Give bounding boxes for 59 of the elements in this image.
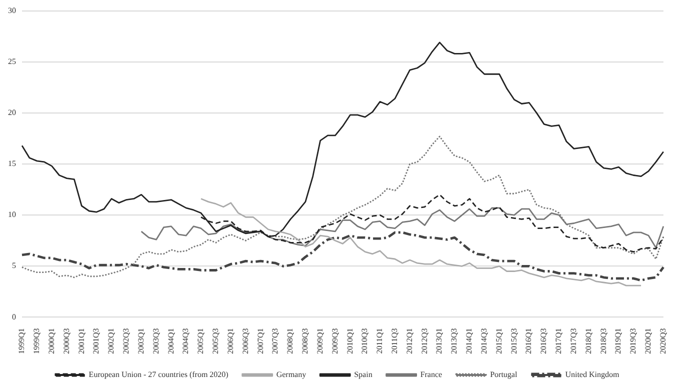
x-tick-label: 2003Q1 <box>136 328 146 354</box>
x-tick-label: 2005Q3 <box>211 328 220 354</box>
y-tick-label: 0 <box>12 312 16 322</box>
x-tick-label: 2004Q1 <box>166 328 176 354</box>
x-tick-label: 2008Q1 <box>286 328 295 354</box>
x-tick-label: 2019Q1 <box>614 328 623 354</box>
x-tick-label: 2013Q3 <box>450 328 459 354</box>
x-tick-label: 2003Q3 <box>151 328 160 354</box>
x-tick-label: 2009Q3 <box>330 328 340 354</box>
line-series <box>20 231 665 282</box>
x-tick-label: 2001Q1 <box>76 328 86 354</box>
y-tick-label: 5 <box>12 261 16 270</box>
x-tick-label: 2013Q1 <box>434 328 444 354</box>
legend-label: Germany <box>276 370 306 380</box>
x-tick-label: 2019Q3 <box>628 328 638 354</box>
legend-label: United Kingdom <box>565 370 620 380</box>
x-tick-label: 2008Q3 <box>300 328 310 354</box>
y-tick-label: 25 <box>8 56 16 66</box>
x-tick-label: 2012Q3 <box>420 328 429 354</box>
legend-label: Spain <box>354 370 372 380</box>
line-series <box>21 136 664 278</box>
x-tick-label: 2006Q3 <box>240 328 250 354</box>
x-tick-label: 2018Q1 <box>584 328 593 354</box>
x-tick-label: 2011Q3 <box>390 328 399 354</box>
x-tick-label: 2000Q3 <box>62 328 71 354</box>
x-tick-label: 2011Q1 <box>375 328 384 354</box>
x-tick-label: 2016Q1 <box>524 328 534 354</box>
x-tick-label: 2004Q3 <box>181 328 190 354</box>
x-tick-label: 2017Q3 <box>568 328 578 354</box>
x-tick-label: 2000Q1 <box>46 328 56 354</box>
x-tick-label: 2002Q1 <box>106 328 116 354</box>
x-tick-label: 2015Q1 <box>494 328 504 354</box>
x-tick-label: 2012Q1 <box>404 328 414 354</box>
legend-label: European Union - 27 countries (from 2020) <box>88 370 229 380</box>
legend-label: Portugal <box>490 370 518 380</box>
x-tick-label: 2010Q1 <box>345 328 354 354</box>
x-tick-label: 2017Q1 <box>554 328 564 354</box>
y-tick-label: 30 <box>8 6 16 15</box>
x-tick-label: 2020Q1 <box>644 328 653 354</box>
x-tick-label: 2009Q1 <box>315 328 324 354</box>
x-tick-label: 2018Q3 <box>598 328 608 354</box>
x-tick-label: 2006Q1 <box>226 328 235 354</box>
y-tick-label: 20 <box>8 108 16 118</box>
x-tick-label: 2014Q3 <box>480 328 488 354</box>
x-tick-label: 2015Q3 <box>509 328 518 354</box>
x-tick-label: 2007Q1 <box>256 328 265 354</box>
x-tick-label: 2001Q3 <box>92 328 101 354</box>
x-tick-label: 1999Q1 <box>17 328 26 354</box>
x-tick-label: 2016Q3 <box>539 328 548 354</box>
x-tick-label: 2020Q3 <box>658 328 668 354</box>
x-tick-label: 2005Q1 <box>196 328 206 354</box>
y-tick-label: 15 <box>8 159 16 168</box>
x-tick-label: 2007Q3 <box>270 328 280 354</box>
y-tick-label: 10 <box>8 210 16 220</box>
legend-label: France <box>420 370 443 380</box>
x-tick-label: 2014Q1 <box>464 328 474 354</box>
x-tick-label: 1999Q3 <box>32 328 42 354</box>
x-tick-label: 2010Q3 <box>360 328 370 354</box>
x-tick-label: 2002Q3 <box>122 328 131 354</box>
